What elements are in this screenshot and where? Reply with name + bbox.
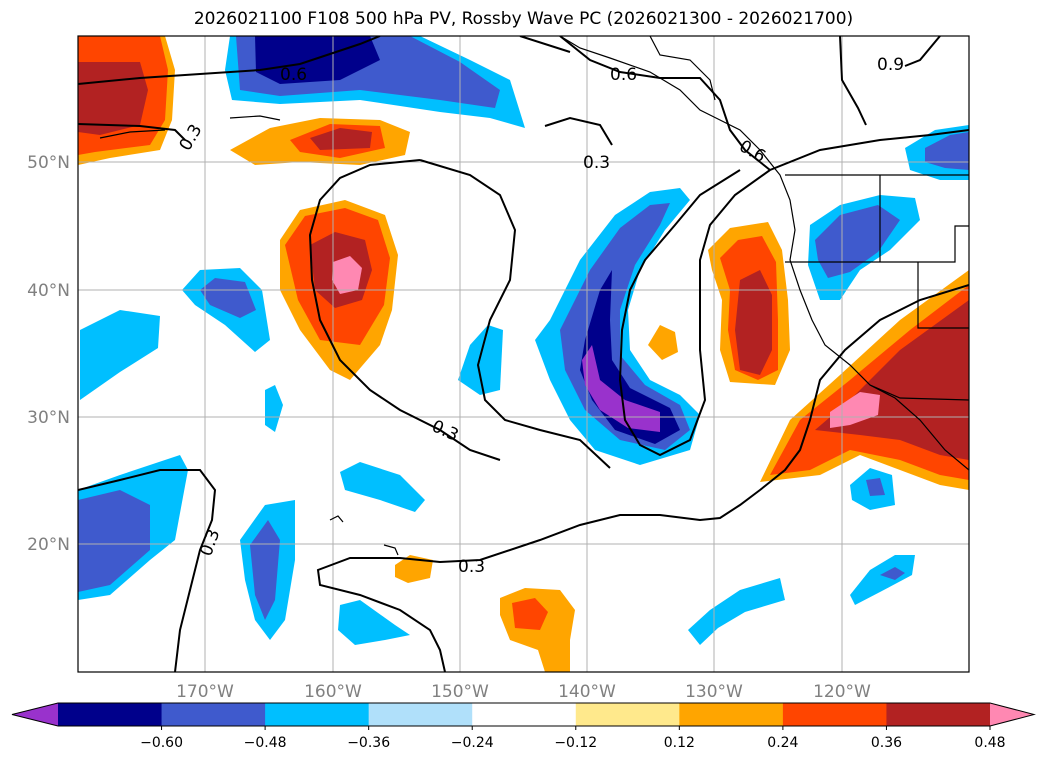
colorbar-segment (575, 703, 680, 726)
pc-contours (78, 36, 969, 672)
map-title: 2026021100 F108 500 hPa PV, Rossby Wave … (193, 9, 854, 29)
contour-label: 0.6 (280, 65, 307, 85)
colorbar-tick-label: 0.36 (871, 735, 902, 751)
colorbar-segment (679, 703, 784, 726)
contour-label: 0.6 (610, 65, 637, 85)
contour-label: 0.3 (583, 153, 610, 173)
contour-label: 0.3 (458, 557, 485, 577)
pv-anomaly-fills (78, 36, 969, 672)
colorbar-segment (472, 703, 577, 726)
colorbar-tick-label: 0.12 (664, 735, 695, 751)
lon-label: 160°W (304, 682, 362, 702)
colorbar-segment (265, 703, 370, 726)
colorbar-extend-min (12, 703, 58, 726)
colorbar-tick-label: 0.48 (974, 735, 1005, 751)
colorbar-segment (886, 703, 991, 726)
lon-label: 150°W (431, 682, 489, 702)
lon-label: 130°W (685, 682, 743, 702)
colorbar-extend-max (990, 703, 1034, 726)
coastlines (99, 36, 969, 556)
lat-label: 50°N (27, 153, 70, 173)
lat-label: 20°N (27, 535, 70, 555)
lon-label: 140°W (558, 682, 616, 702)
lat-label: 40°N (27, 281, 70, 301)
map-background (78, 36, 969, 672)
colorbar-outline (11, 702, 1036, 727)
colorbar-tick-label: −0.48 (244, 735, 287, 751)
map-frame (77, 35, 970, 673)
colorbar-tick-label: 0.24 (767, 735, 798, 751)
colorbar-tick-label: −0.36 (347, 735, 390, 751)
colorbar-tick-label: −0.12 (554, 735, 597, 751)
colorbar-segment (782, 703, 887, 726)
colorbar-segment (161, 703, 266, 726)
colorbar-tick-label: −0.60 (140, 735, 183, 751)
lat-label: 30°N (27, 408, 70, 428)
lon-label: 120°W (813, 682, 871, 702)
contour-label: 0.9 (877, 55, 904, 75)
colorbar: −0.60 −0.48 −0.36 −0.24 −0.12 0.12 0.24 0.36 0.4… (11, 702, 1036, 751)
colorbar-segment (368, 703, 473, 726)
gridlines (78, 36, 969, 672)
lon-label: 170°W (176, 682, 234, 702)
colorbar-tick-label: −0.24 (451, 735, 494, 751)
colorbar-segment (58, 703, 163, 726)
